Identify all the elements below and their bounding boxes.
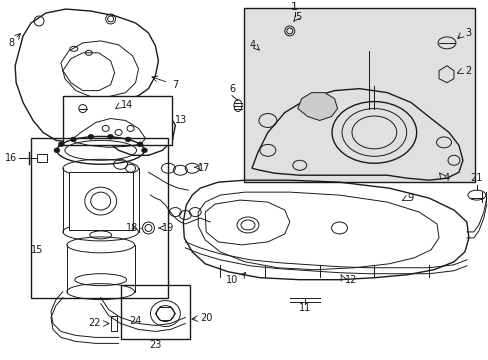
Text: 4: 4 <box>249 40 256 50</box>
Text: 2: 2 <box>464 66 470 76</box>
Bar <box>31 138 168 298</box>
Text: 12: 12 <box>344 275 356 285</box>
Text: 22: 22 <box>88 319 101 328</box>
Bar <box>63 96 172 145</box>
Ellipse shape <box>141 148 147 153</box>
Ellipse shape <box>70 137 76 142</box>
Text: 13: 13 <box>175 116 187 126</box>
Bar <box>69 172 132 230</box>
Text: 19: 19 <box>162 223 174 233</box>
Bar <box>110 315 117 332</box>
Text: 8: 8 <box>8 38 14 48</box>
Polygon shape <box>297 93 337 121</box>
Ellipse shape <box>88 134 94 139</box>
Ellipse shape <box>58 142 64 147</box>
Text: 14: 14 <box>121 100 133 109</box>
Bar <box>37 154 47 162</box>
Text: 11: 11 <box>298 302 310 312</box>
Text: 18: 18 <box>126 223 138 233</box>
Text: 1: 1 <box>291 2 298 12</box>
Ellipse shape <box>137 142 143 147</box>
Bar <box>121 285 190 339</box>
Text: 17: 17 <box>198 163 210 173</box>
Text: 4: 4 <box>443 173 449 183</box>
Text: 3: 3 <box>464 28 470 38</box>
Text: 23: 23 <box>149 340 162 350</box>
Text: 7: 7 <box>172 80 178 90</box>
Text: 15: 15 <box>31 245 43 255</box>
Text: 20: 20 <box>200 312 212 323</box>
FancyBboxPatch shape <box>244 8 474 182</box>
Ellipse shape <box>125 137 131 142</box>
Text: 24: 24 <box>129 316 142 327</box>
Text: 5: 5 <box>294 12 301 22</box>
Ellipse shape <box>54 148 60 153</box>
Text: 6: 6 <box>228 84 235 94</box>
Text: 9: 9 <box>407 193 412 203</box>
Text: 16: 16 <box>5 153 17 163</box>
Text: 10: 10 <box>225 275 238 285</box>
Text: 21: 21 <box>470 173 482 183</box>
Ellipse shape <box>107 134 113 139</box>
